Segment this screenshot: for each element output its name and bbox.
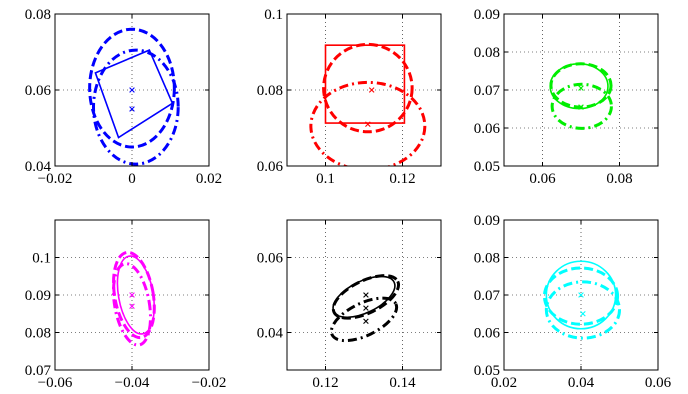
y-tick-label: 0.06: [25, 83, 52, 99]
y-tick-label: 0.07: [474, 83, 501, 99]
y-tick-label: 0.07: [474, 288, 501, 304]
x-marker: [578, 85, 584, 91]
data-marks: [309, 42, 427, 166]
y-tick-label: 0.05: [474, 363, 500, 379]
y-tick-label: 0.06: [474, 121, 501, 137]
ellipse-dashed: [322, 42, 414, 134]
data-marks: [542, 260, 621, 340]
x-marker: [578, 292, 584, 298]
x-tick-label: 0.12: [312, 375, 338, 391]
y-tick-label: 0.06: [257, 251, 284, 267]
x-marker: [129, 292, 135, 298]
y-tick-label: 0.06: [257, 159, 284, 175]
data-marks: [329, 274, 401, 343]
x-marker: [578, 104, 584, 110]
ellipse-dashdot: [92, 48, 180, 166]
x-tick-label: −0.06: [38, 375, 73, 391]
ellipse-dashdot: [111, 262, 153, 347]
axes-frame: [286, 219, 442, 371]
x-tick-label: 0: [128, 171, 136, 187]
y-tick-label: 0.08: [257, 83, 283, 99]
y-tick-label: 0.07: [25, 363, 52, 379]
y-tick-label: 0.04: [257, 326, 284, 342]
x-tick-label: 0.12: [389, 171, 415, 187]
x-marker: [129, 106, 135, 112]
y-tick-label: 0.04: [25, 159, 52, 175]
data-marks: [88, 27, 180, 166]
ellipse-dashdot: [544, 280, 621, 340]
x-tick-label: 0.06: [645, 375, 672, 391]
subplot-2: 0.1 0.12 0.06 0.08 0.1: [257, 7, 442, 187]
ellipse-dashed: [112, 250, 156, 340]
x-marker: [363, 292, 369, 298]
x-tick-label: 0.06: [529, 171, 556, 187]
y-tick-label: 0.08: [474, 251, 500, 267]
x-tick-label: 0.02: [491, 375, 517, 391]
x-tick-label: 0.14: [389, 375, 416, 391]
y-tick-label: 0.09: [25, 288, 51, 304]
ellipse-dashdot: [550, 82, 613, 130]
y-tick-label: 0.08: [25, 7, 51, 23]
x-tick-label: 0.02: [196, 171, 222, 187]
x-tick-label: 0.1: [316, 171, 335, 187]
y-tick-label: 0.1: [264, 7, 283, 23]
ellipse-dashed: [331, 274, 401, 320]
x-tick-label: −0.02: [192, 375, 227, 391]
data-marks: [549, 62, 613, 130]
y-tick-label: 0.09: [474, 213, 500, 229]
data-marks: [111, 250, 156, 347]
x-tick-label: −0.04: [115, 375, 150, 391]
y-tick-label: 0.1: [32, 251, 51, 267]
x-tick-label: −0.02: [38, 171, 73, 187]
polygon-mark: [94, 49, 174, 139]
y-tick-label: 0.05: [474, 159, 500, 175]
subplot-1: −0.02 0 0.02 0.04 0.06 0.08: [25, 7, 222, 187]
ellipse-dashed: [542, 266, 620, 326]
subplot-3: 0.06 0.08 0.05 0.06 0.07 0.08 0.09: [474, 7, 659, 187]
y-tick-label: 0.08: [25, 326, 51, 342]
subplot-6: 0.02 0.04 0.06 0.05 0.06 0.07 0.08 0.09: [474, 213, 672, 391]
x-marker: [363, 318, 369, 325]
x-marker: [129, 303, 135, 310]
subplot-4: −0.06 −0.04 −0.02 0.07 0.08 0.09 0.1: [25, 219, 227, 391]
y-tick-label: 0.08: [474, 45, 500, 61]
x-marker: [580, 310, 586, 317]
ellipse-solid: [545, 260, 617, 330]
y-tick-label: 0.09: [474, 7, 500, 23]
subplot-5: 0.12 0.14 0.04 0.06: [257, 219, 442, 391]
x-tick-label: 0.08: [606, 171, 632, 187]
ellipse-dashdot: [309, 80, 427, 166]
x-marker: [363, 305, 369, 311]
x-marker: [368, 87, 375, 93]
x-marker: [365, 121, 371, 127]
ellipse-dashdot: [329, 296, 399, 343]
y-tick-label: 0.06: [474, 326, 501, 342]
x-tick-label: 0.04: [568, 375, 595, 391]
x-marker: [129, 87, 135, 93]
